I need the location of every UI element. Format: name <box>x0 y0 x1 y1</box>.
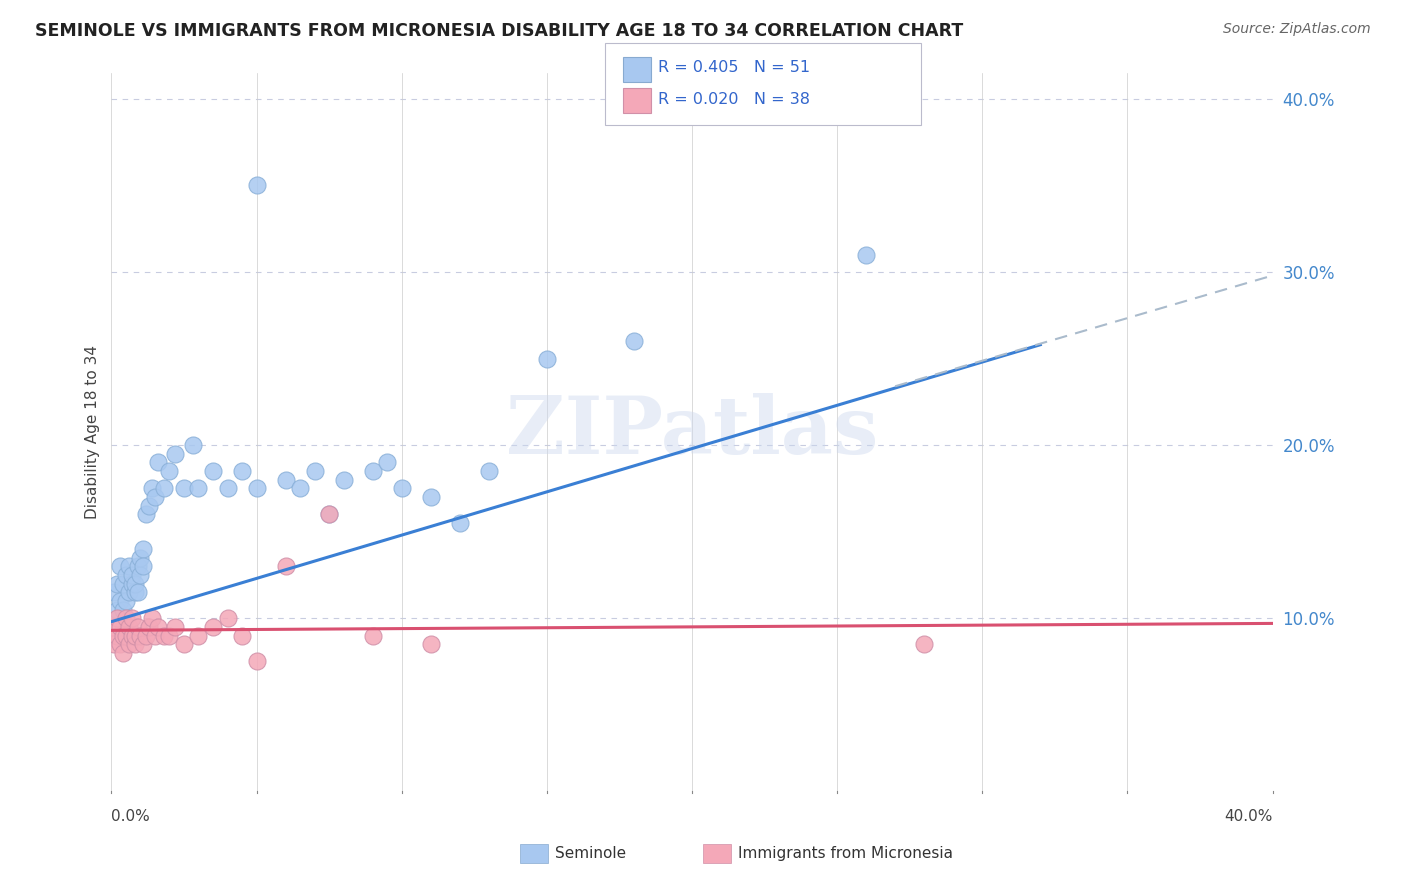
Point <box>118 559 141 574</box>
Point <box>361 628 384 642</box>
Text: Source: ZipAtlas.com: Source: ZipAtlas.com <box>1223 22 1371 37</box>
Point <box>375 455 398 469</box>
Point <box>108 620 131 634</box>
Point <box>288 482 311 496</box>
Point <box>419 637 441 651</box>
Point <box>108 559 131 574</box>
Point <box>173 482 195 496</box>
Point <box>111 628 134 642</box>
Point <box>318 508 340 522</box>
Point <box>202 464 225 478</box>
Point <box>124 576 146 591</box>
Point <box>132 541 155 556</box>
Point <box>103 637 125 651</box>
Point <box>231 464 253 478</box>
Point <box>361 464 384 478</box>
Point <box>124 637 146 651</box>
Point <box>536 351 558 366</box>
Point <box>118 585 141 599</box>
Point <box>391 482 413 496</box>
Point <box>141 482 163 496</box>
Point <box>111 576 134 591</box>
Y-axis label: Disability Age 18 to 34: Disability Age 18 to 34 <box>86 345 100 519</box>
Text: SEMINOLE VS IMMIGRANTS FROM MICRONESIA DISABILITY AGE 18 TO 34 CORRELATION CHART: SEMINOLE VS IMMIGRANTS FROM MICRONESIA D… <box>35 22 963 40</box>
Text: 40.0%: 40.0% <box>1225 809 1272 824</box>
Point <box>202 620 225 634</box>
Point <box>187 482 209 496</box>
Point <box>121 568 143 582</box>
Point <box>127 559 149 574</box>
Point <box>138 499 160 513</box>
Point <box>245 178 267 193</box>
Text: R = 0.020   N = 38: R = 0.020 N = 38 <box>658 93 810 107</box>
Point <box>121 576 143 591</box>
Point <box>129 568 152 582</box>
Point <box>132 559 155 574</box>
Text: Immigrants from Micronesia: Immigrants from Micronesia <box>738 847 953 861</box>
Point <box>146 620 169 634</box>
Point <box>231 628 253 642</box>
Point <box>129 550 152 565</box>
Point <box>623 334 645 349</box>
Point <box>187 628 209 642</box>
Point <box>165 447 187 461</box>
Point <box>115 568 138 582</box>
Point <box>332 473 354 487</box>
Point <box>108 637 131 651</box>
Point <box>245 655 267 669</box>
Point <box>124 585 146 599</box>
Point <box>855 248 877 262</box>
Point <box>121 611 143 625</box>
Point <box>111 646 134 660</box>
Point <box>245 482 267 496</box>
Text: ZIPatlas: ZIPatlas <box>506 393 879 471</box>
Point <box>152 628 174 642</box>
Point <box>108 594 131 608</box>
Point <box>318 508 340 522</box>
Point <box>217 611 239 625</box>
Point <box>152 482 174 496</box>
Point <box>111 602 134 616</box>
Point <box>115 628 138 642</box>
Point <box>912 637 935 651</box>
Text: 0.0%: 0.0% <box>111 809 150 824</box>
Point <box>105 628 128 642</box>
Point <box>105 576 128 591</box>
Point <box>217 482 239 496</box>
Point <box>141 611 163 625</box>
Point <box>173 637 195 651</box>
Point <box>103 585 125 599</box>
Point <box>143 628 166 642</box>
Point <box>274 473 297 487</box>
Point <box>127 585 149 599</box>
Point <box>132 637 155 651</box>
Point <box>105 602 128 616</box>
Point <box>146 455 169 469</box>
Point <box>143 490 166 504</box>
Point <box>478 464 501 478</box>
Point <box>127 620 149 634</box>
Point <box>105 611 128 625</box>
Point <box>118 620 141 634</box>
Point <box>419 490 441 504</box>
Point <box>304 464 326 478</box>
Point <box>115 611 138 625</box>
Point <box>103 620 125 634</box>
Point <box>135 628 157 642</box>
Point <box>124 628 146 642</box>
Point <box>121 628 143 642</box>
Point <box>165 620 187 634</box>
Point <box>274 559 297 574</box>
Point <box>159 464 181 478</box>
Point <box>449 516 471 530</box>
Point <box>159 628 181 642</box>
Text: Seminole: Seminole <box>555 847 627 861</box>
Point <box>135 508 157 522</box>
Point <box>181 438 204 452</box>
Point <box>138 620 160 634</box>
Point <box>118 637 141 651</box>
Text: R = 0.405   N = 51: R = 0.405 N = 51 <box>658 61 810 75</box>
Point <box>129 628 152 642</box>
Point <box>115 594 138 608</box>
